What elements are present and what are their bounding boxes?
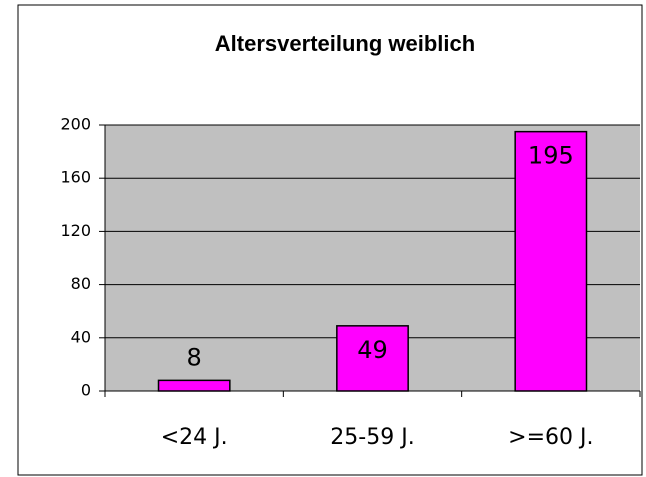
x-tick-label: <24 J. xyxy=(161,425,228,450)
data-label: 195 xyxy=(528,142,574,170)
chart-title: Altersverteilung weiblich xyxy=(215,31,475,56)
data-label: 8 xyxy=(187,343,202,371)
y-tick-label: 200 xyxy=(60,115,91,134)
bar xyxy=(336,325,409,392)
y-tick-label: 120 xyxy=(60,221,91,240)
bar xyxy=(514,130,588,392)
y-tick-label: 0 xyxy=(81,381,91,400)
y-tick-label: 80 xyxy=(71,274,91,293)
y-tick-label: 160 xyxy=(60,168,91,187)
y-tick-label: 40 xyxy=(71,327,91,346)
data-label: 49 xyxy=(357,336,388,364)
x-tick-label: >=60 J. xyxy=(508,425,593,450)
bar xyxy=(157,379,231,392)
x-tick-label: 25-59 J. xyxy=(330,425,414,450)
